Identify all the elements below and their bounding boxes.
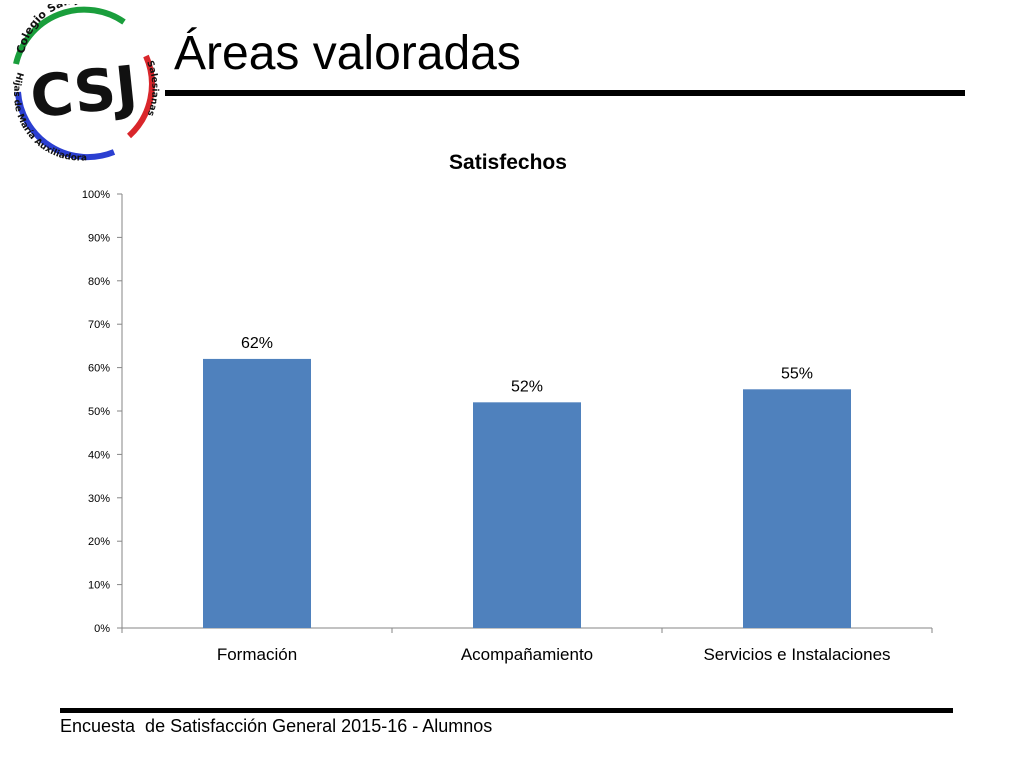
bar-data-label: 52% [511, 378, 543, 395]
logo-green-arc [13, 6, 126, 65]
bar [743, 389, 851, 628]
title-rule [165, 90, 965, 96]
x-category-label: Servicios e Instalaciones [703, 645, 890, 664]
bar-data-label: 62% [241, 335, 273, 352]
slide-title: Áreas valoradas [174, 27, 521, 80]
y-tick-label: 30% [88, 493, 110, 505]
y-tick-label: 20% [88, 536, 110, 548]
y-tick-label: 50% [88, 406, 110, 418]
logo-blue-arc [15, 91, 116, 161]
colegio-logo: Colegio San José Hijas de María Auxiliad… [11, 4, 159, 162]
y-tick-label: 70% [88, 319, 110, 331]
bar-data-label: 55% [781, 365, 813, 382]
y-tick-label: 100% [82, 189, 110, 201]
bar [203, 358, 311, 628]
y-tick-label: 90% [88, 232, 110, 244]
x-category-label: Acompañamiento [461, 645, 593, 664]
y-tick-label: 80% [88, 276, 110, 288]
bar [473, 402, 581, 628]
logo-initials: CSJ [27, 53, 141, 132]
y-tick-label: 10% [88, 580, 110, 592]
x-category-label: Formación [217, 645, 297, 664]
footer-rule [60, 708, 953, 713]
logo-red-arc [126, 54, 155, 139]
chart-title: Satisfechos [449, 151, 567, 174]
y-tick-label: 60% [88, 363, 110, 375]
y-tick-label: 40% [88, 449, 110, 461]
footer-text: Encuesta de Satisfacción General 2015-16… [60, 716, 493, 736]
y-tick-label: 0% [94, 623, 110, 635]
